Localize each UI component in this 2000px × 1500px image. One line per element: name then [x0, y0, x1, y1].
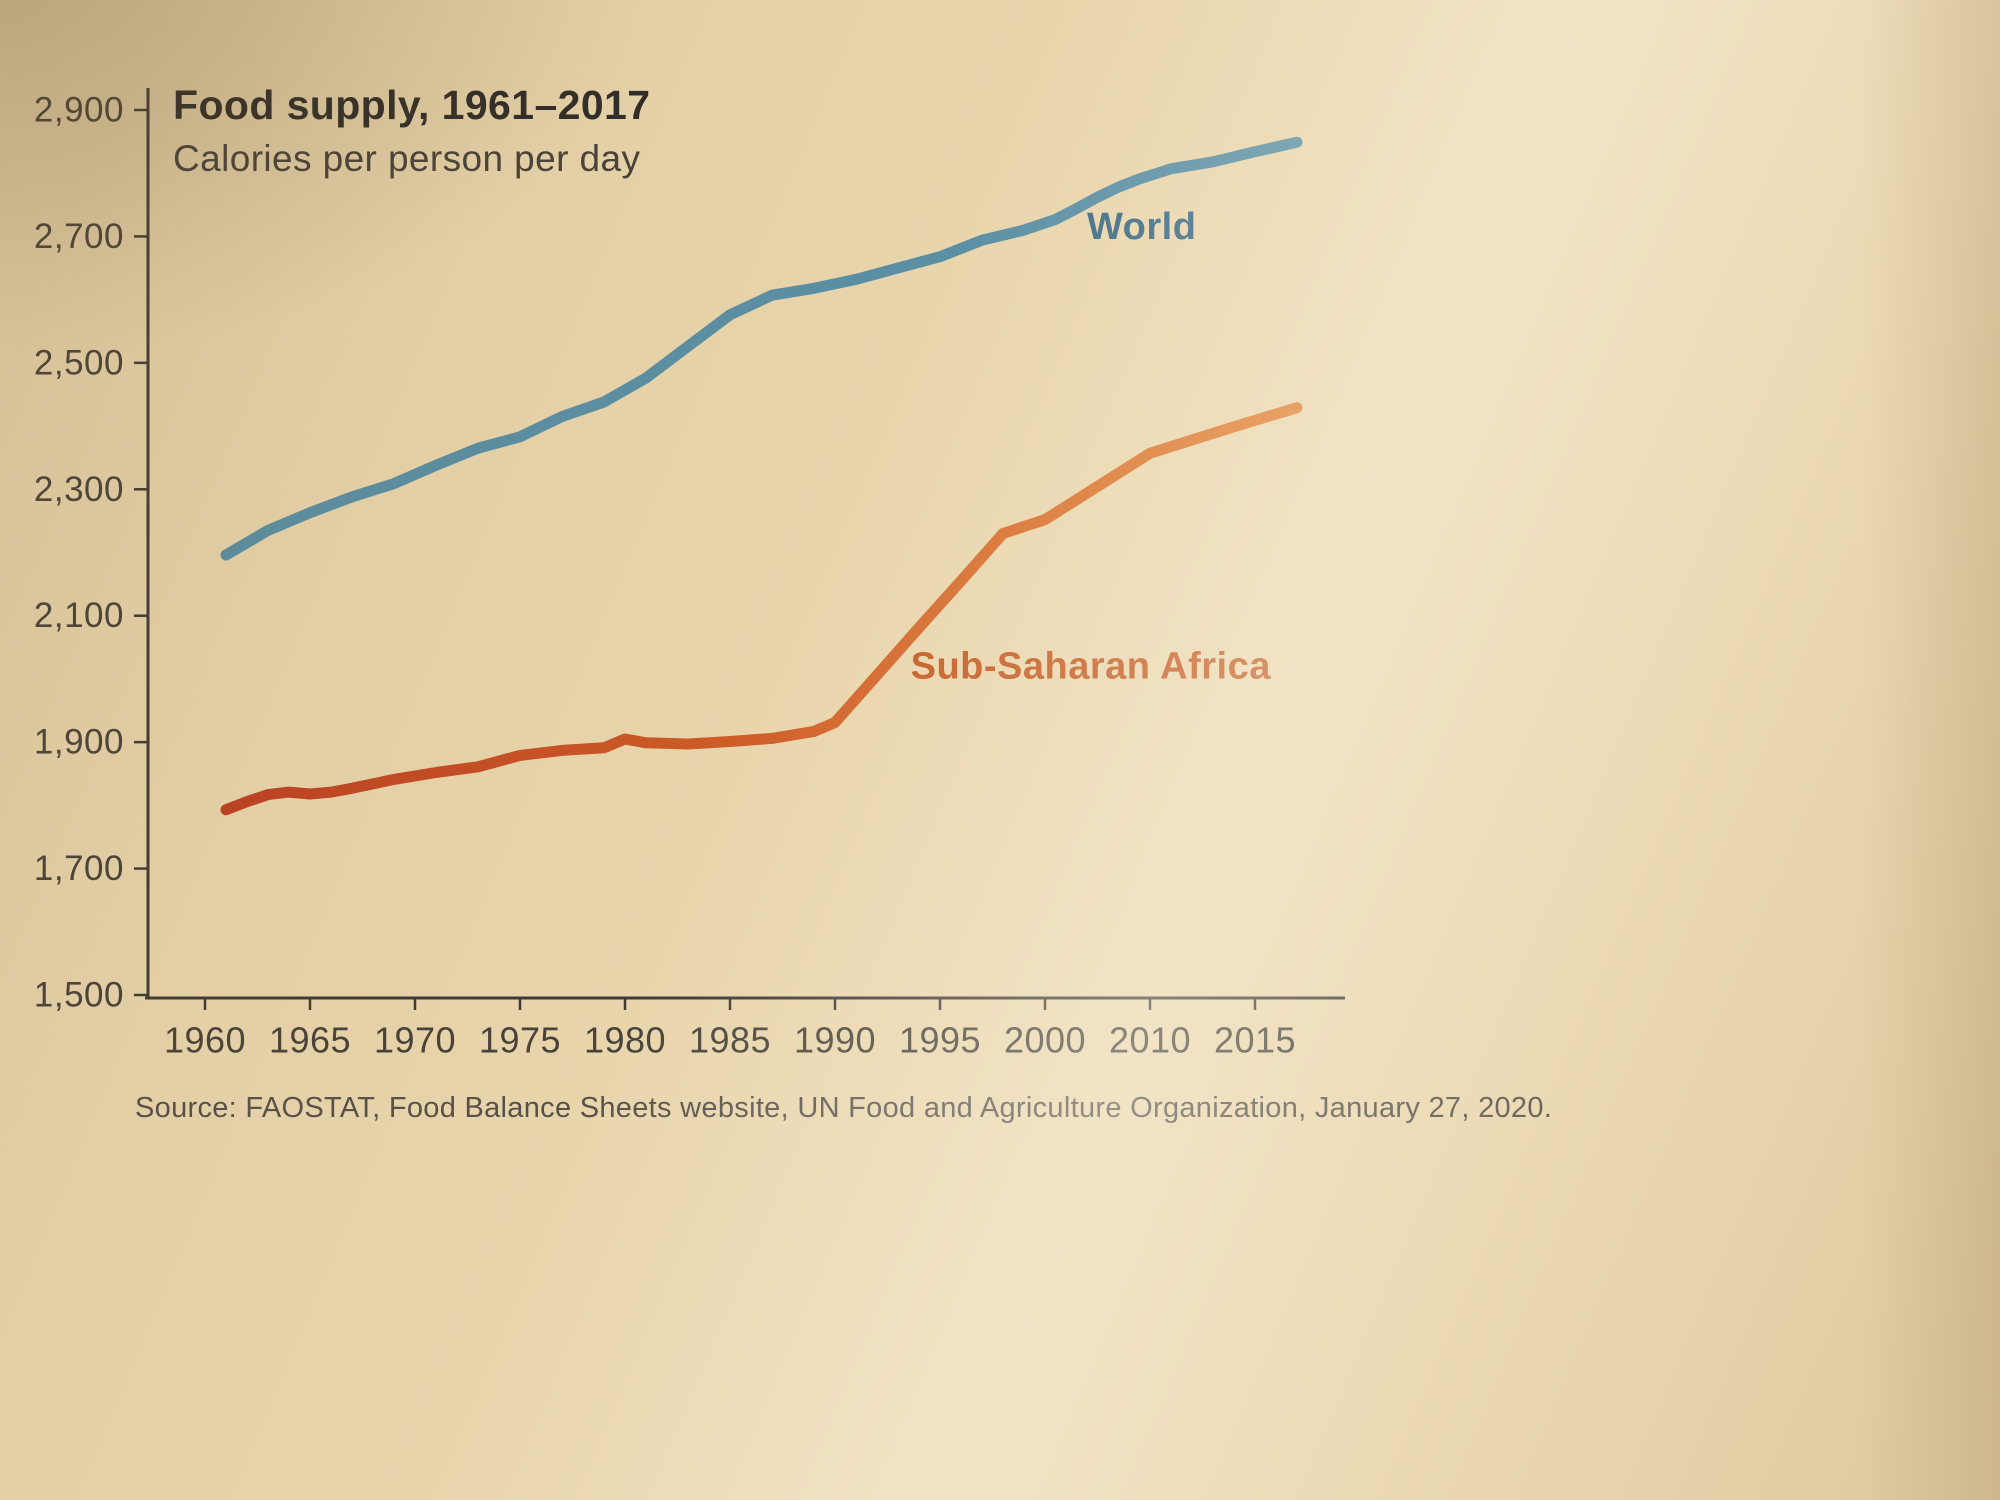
x-tick-label: 2000 [1004, 1019, 1086, 1060]
x-tick-label: 2010 [1109, 1019, 1191, 1060]
source-note: Source: FAOSTAT, Food Balance Sheets web… [135, 1092, 1553, 1124]
x-tick-label: 1990 [794, 1019, 876, 1060]
series-label-world: World [1087, 206, 1196, 248]
y-tick-label: 2,900 [34, 91, 124, 130]
x-tick-label: 1995 [899, 1019, 981, 1060]
series-label-sub-saharan-africa: Sub-Saharan Africa [911, 645, 1272, 687]
y-tick-label: 2,300 [34, 470, 124, 509]
y-tick-label: 2,100 [34, 596, 124, 635]
y-tick-label: 1,900 [34, 723, 124, 762]
x-tick-label: 1970 [374, 1019, 456, 1060]
x-tick-label: 1965 [269, 1019, 351, 1060]
y-tick-label: 1,700 [34, 849, 124, 888]
x-tick-label: 1980 [584, 1019, 666, 1060]
series-line-sub-saharan-africa [220, 402, 1303, 816]
y-tick-label: 2,700 [34, 217, 124, 256]
x-tick-label: 1985 [689, 1019, 771, 1060]
chart-title: Food supply, 1961–2017 [173, 82, 651, 128]
x-tick-label: 2015 [1214, 1019, 1296, 1060]
y-tick-label: 1,500 [34, 976, 124, 1015]
x-tick-label: 1960 [164, 1019, 246, 1060]
x-tick-label: 1975 [479, 1019, 561, 1060]
y-tick-label: 2,500 [34, 343, 124, 382]
series-line-world [220, 136, 1303, 561]
chart-subtitle: Calories per person per day [173, 138, 641, 179]
